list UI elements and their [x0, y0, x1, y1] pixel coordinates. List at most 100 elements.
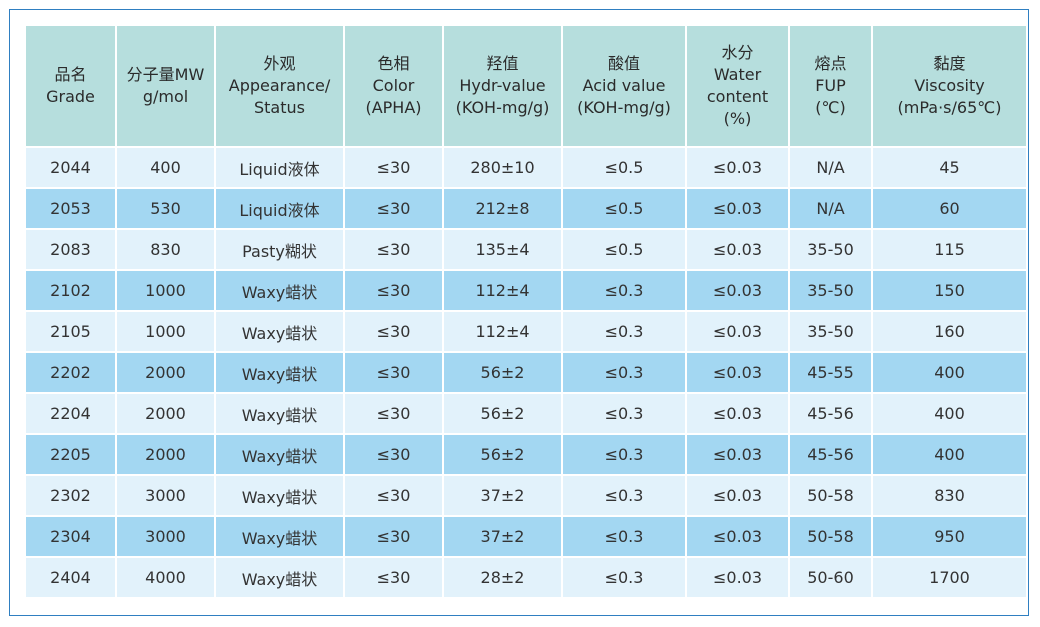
cell-grade: 2053 — [24, 187, 117, 230]
cell-molecular-weight: 2000 — [115, 392, 216, 435]
cell-melting-point: 35-50 — [788, 310, 873, 353]
cell-color: ≤30 — [343, 269, 444, 312]
cell-water-content: ≤0.03 — [685, 351, 790, 394]
table-row: 2204 2000 Waxy蜡状 ≤30 56±2 ≤0.3 ≤0.03 45-56 400 — [24, 392, 1028, 435]
cell-melting-point: 35-50 — [788, 269, 873, 312]
cell-grade: 2302 — [24, 474, 117, 517]
cell-water-content: ≤0.03 — [685, 474, 790, 517]
cell-color: ≤30 — [343, 474, 444, 517]
cell-hydroxyl-value: 56±2 — [442, 433, 563, 476]
cell-grade: 2083 — [24, 228, 117, 271]
cell-viscosity: 950 — [871, 515, 1028, 558]
cell-melting-point: 35-50 — [788, 228, 873, 271]
cell-hydroxyl-value: 37±2 — [442, 515, 563, 558]
cell-melting-point: 45-56 — [788, 433, 873, 476]
cell-acid-value: ≤0.5 — [561, 228, 687, 271]
cell-viscosity: 400 — [871, 433, 1028, 476]
cell-hydroxyl-value: 112±4 — [442, 269, 563, 312]
cell-grade: 2304 — [24, 515, 117, 558]
table-row: 2202 2000 Waxy蜡状 ≤30 56±2 ≤0.3 ≤0.03 45-55 400 — [24, 351, 1028, 394]
cell-grade: 2105 — [24, 310, 117, 353]
header-color: 色相 Color (APHA) — [343, 24, 444, 148]
cell-color: ≤30 — [343, 146, 444, 189]
cell-viscosity: 60 — [871, 187, 1028, 230]
table-row: 2302 3000 Waxy蜡状 ≤30 37±2 ≤0.3 ≤0.03 50-58 830 — [24, 474, 1028, 517]
cell-acid-value: ≤0.3 — [561, 269, 687, 312]
header-acid-value: 酸值 Acid value (KOH-mg/g) — [561, 24, 687, 148]
cell-melting-point: N/A — [788, 187, 873, 230]
cell-viscosity: 115 — [871, 228, 1028, 271]
cell-color: ≤30 — [343, 556, 444, 599]
cell-viscosity: 1700 — [871, 556, 1028, 599]
table-frame: 品名 Grade 分子量MW g/mol 外观 Appearance/Status 色… — [9, 9, 1029, 616]
table-row: 2053 530 Liquid液体 ≤30 212±8 ≤0.5 ≤0.03 N/A 60 — [24, 187, 1028, 230]
cell-melting-point: 45-55 — [788, 351, 873, 394]
cell-acid-value: ≤0.5 — [561, 146, 687, 189]
cell-color: ≤30 — [343, 515, 444, 558]
cell-acid-value: ≤0.3 — [561, 556, 687, 599]
header-row: 品名 Grade 分子量MW g/mol 外观 Appearance/Status 色… — [24, 24, 1028, 148]
header-hydroxyl-value: 羟值 Hydr-value (KOH-mg/g) — [442, 24, 563, 148]
cell-water-content: ≤0.03 — [685, 433, 790, 476]
product-spec-table: 品名 Grade 分子量MW g/mol 外观 Appearance/Status 色… — [24, 24, 1028, 599]
cell-appearance: Pasty糊状 — [214, 228, 345, 271]
cell-water-content: ≤0.03 — [685, 146, 790, 189]
cell-molecular-weight: 3000 — [115, 515, 216, 558]
cell-appearance: Waxy蜡状 — [214, 474, 345, 517]
header-molecular-weight: 分子量MW g/mol — [115, 24, 216, 148]
cell-appearance: Waxy蜡状 — [214, 351, 345, 394]
cell-color: ≤30 — [343, 392, 444, 435]
table-row: 2304 3000 Waxy蜡状 ≤30 37±2 ≤0.3 ≤0.03 50-58 950 — [24, 515, 1028, 558]
cell-hydroxyl-value: 37±2 — [442, 474, 563, 517]
cell-hydroxyl-value: 135±4 — [442, 228, 563, 271]
cell-molecular-weight: 1000 — [115, 269, 216, 312]
table-row: 2205 2000 Waxy蜡状 ≤30 56±2 ≤0.3 ≤0.03 45-56 400 — [24, 433, 1028, 476]
cell-water-content: ≤0.03 — [685, 310, 790, 353]
cell-water-content: ≤0.03 — [685, 556, 790, 599]
cell-melting-point: N/A — [788, 146, 873, 189]
cell-molecular-weight: 1000 — [115, 310, 216, 353]
cell-molecular-weight: 830 — [115, 228, 216, 271]
cell-viscosity: 400 — [871, 392, 1028, 435]
cell-acid-value: ≤0.3 — [561, 474, 687, 517]
cell-viscosity: 45 — [871, 146, 1028, 189]
cell-appearance: Waxy蜡状 — [214, 433, 345, 476]
cell-water-content: ≤0.03 — [685, 392, 790, 435]
header-viscosity: 黏度 Viscosity (mPa·s/65℃) — [871, 24, 1028, 148]
cell-molecular-weight: 2000 — [115, 433, 216, 476]
cell-appearance: Waxy蜡状 — [214, 556, 345, 599]
cell-color: ≤30 — [343, 187, 444, 230]
table-row: 2044 400 Liquid液体 ≤30 280±10 ≤0.5 ≤0.03 N/A 45 — [24, 146, 1028, 189]
cell-hydroxyl-value: 112±4 — [442, 310, 563, 353]
cell-grade: 2202 — [24, 351, 117, 394]
cell-melting-point: 50-60 — [788, 556, 873, 599]
cell-acid-value: ≤0.3 — [561, 310, 687, 353]
cell-hydroxyl-value: 56±2 — [442, 351, 563, 394]
cell-color: ≤30 — [343, 351, 444, 394]
cell-color: ≤30 — [343, 433, 444, 476]
cell-grade: 2204 — [24, 392, 117, 435]
cell-hydroxyl-value: 56±2 — [442, 392, 563, 435]
cell-viscosity: 150 — [871, 269, 1028, 312]
header-appearance: 外观 Appearance/Status — [214, 24, 345, 148]
cell-appearance: Liquid液体 — [214, 187, 345, 230]
cell-appearance: Waxy蜡状 — [214, 310, 345, 353]
table-body: 2044 400 Liquid液体 ≤30 280±10 ≤0.5 ≤0.03 N/A 45 20… — [24, 146, 1028, 599]
cell-viscosity: 400 — [871, 351, 1028, 394]
cell-viscosity: 830 — [871, 474, 1028, 517]
cell-water-content: ≤0.03 — [685, 515, 790, 558]
cell-molecular-weight: 4000 — [115, 556, 216, 599]
cell-appearance: Liquid液体 — [214, 146, 345, 189]
cell-color: ≤30 — [343, 310, 444, 353]
header-melting-point: 熔点 FUP (℃) — [788, 24, 873, 148]
cell-appearance: Waxy蜡状 — [214, 269, 345, 312]
table-row: 2404 4000 Waxy蜡状 ≤30 28±2 ≤0.3 ≤0.03 50-60 1700 — [24, 556, 1028, 599]
header-grade: 品名 Grade — [24, 24, 117, 148]
cell-melting-point: 50-58 — [788, 515, 873, 558]
cell-acid-value: ≤0.3 — [561, 433, 687, 476]
cell-water-content: ≤0.03 — [685, 228, 790, 271]
table-row: 2102 1000 Waxy蜡状 ≤30 112±4 ≤0.3 ≤0.03 35-50 150 — [24, 269, 1028, 312]
cell-appearance: Waxy蜡状 — [214, 515, 345, 558]
cell-hydroxyl-value: 28±2 — [442, 556, 563, 599]
cell-color: ≤30 — [343, 228, 444, 271]
